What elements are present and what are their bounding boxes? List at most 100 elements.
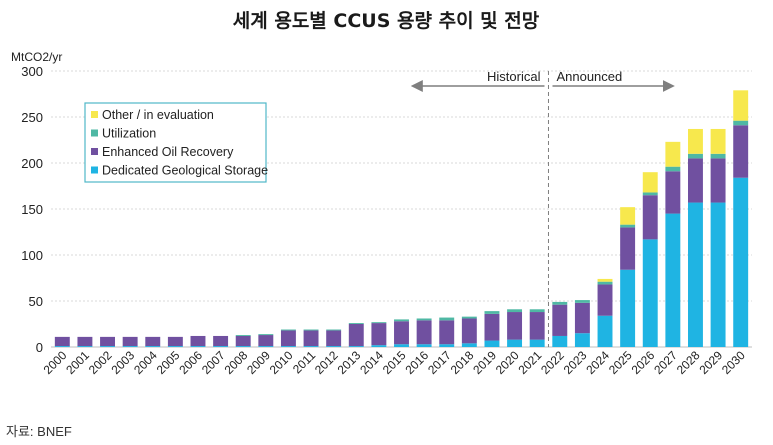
legend-box [84,102,267,183]
bar-segment [416,318,432,321]
y-axis-ticks: 0 50 100 150 200 250 300 [21,64,43,355]
source-note: 자료: BNEF [6,424,72,439]
bar-segment [552,301,568,305]
bar-segment [620,227,636,270]
x-tick-label: 2006 [176,348,205,377]
bar-segment [213,346,229,347]
bar-segment [371,323,387,346]
bar-segment [77,346,93,347]
bar-segment [710,158,726,203]
period-annotations: Historical Announced [410,69,675,347]
bar-segment [733,125,749,178]
bar-segment [190,346,206,347]
legend-entry: Dedicated Geological Storage [102,164,268,178]
bar-segment [326,329,342,331]
legend-swatch [91,111,98,118]
bar-segment [642,192,658,196]
x-tick-label: 2028 [674,348,703,377]
bar-segment [552,304,568,336]
bar-segment [642,239,658,347]
bar-segment [280,330,296,347]
y-tick-label: 300 [21,64,43,79]
bar-segment [54,336,70,347]
bar-segment [235,335,251,347]
x-tick-label: 2022 [538,348,567,377]
bar-segment [665,166,681,172]
bar-segment [54,346,70,347]
legend-swatch [91,166,98,174]
bar-segment [733,177,749,347]
x-tick-label: 2011 [290,348,318,376]
x-tick-label: 2001 [63,348,92,377]
bar-segment [484,340,500,347]
bar-segment [280,346,296,347]
x-tick-label: 2026 [629,348,658,377]
bar-segment [303,330,319,347]
legend: Other / in evaluation Utilization Enhanced… [84,102,268,183]
x-tick-label: 2012 [312,348,341,377]
x-tick-label: 2003 [108,348,137,377]
bar-segment [167,336,183,347]
x-tick-label: 2021 [516,348,545,377]
bar-segment [529,339,545,347]
bar-segment [371,345,387,347]
historical-label: Historical [487,69,541,84]
y-tick-label: 200 [21,156,43,171]
bar-segment [326,330,342,347]
x-tick-label: 2008 [222,348,251,377]
bar-segment [394,344,409,347]
bar-segment [642,172,658,193]
bar-segment [258,334,274,336]
x-axis-ticks: 2000200120022003200420052006200720082009… [41,348,748,377]
bar-segment [574,302,590,334]
x-tick-label: 2029 [696,348,725,377]
x-tick-label: 2027 [651,348,680,377]
bar-segment [710,153,726,159]
bar-segment [484,311,500,314]
bars [54,90,749,347]
bar-segment [597,281,613,285]
legend-swatch [91,129,98,137]
bar-segment [258,335,274,347]
bar-segment [303,329,319,331]
legend-entry: Utilization [102,127,156,141]
y-tick-label: 100 [21,248,43,263]
bar-segment [507,339,523,347]
legend-entry: Enhanced Oil Recovery [102,145,234,159]
bar-segment [371,322,387,324]
x-tick-label: 2002 [86,348,115,377]
bar-segment [77,336,93,347]
bar-segment [642,195,658,240]
bar-segment [461,316,477,319]
bar-segment [394,319,409,322]
bar-segment [620,207,636,225]
bar-segment [620,224,636,228]
bar-segment [213,335,229,347]
x-tick-label: 2007 [199,348,228,377]
x-tick-label: 2019 [470,348,499,377]
bar-segment [235,335,251,336]
bar-segment [100,346,115,347]
bar-segment [439,320,455,345]
bar-segment [710,202,726,347]
x-tick-label: 2009 [244,348,273,377]
bar-segment [439,317,455,321]
bar-segment [597,278,613,282]
x-tick-label: 2015 [380,348,409,377]
bar-segment [348,323,364,324]
x-tick-label: 2000 [41,348,70,377]
y-tick-label: 150 [21,202,43,217]
bar-segment [710,128,726,154]
x-tick-label: 2016 [402,348,431,377]
bar-segment [122,346,138,347]
bar-segment [303,346,319,347]
bar-segment [394,321,409,345]
y-tick-label: 250 [21,110,43,125]
announced-label: Announced [556,69,622,84]
y-tick-label: 50 [29,294,43,309]
bar-segment [574,333,590,347]
bar-segment [507,312,523,340]
bar-segment [439,344,455,347]
bar-segment [597,315,613,347]
